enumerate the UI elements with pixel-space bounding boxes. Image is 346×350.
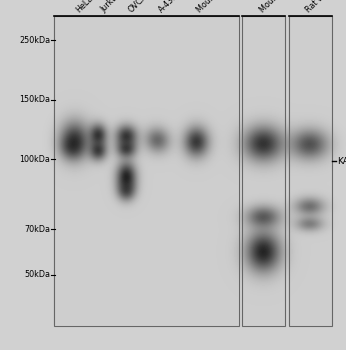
Text: Rat testis: Rat testis	[304, 0, 338, 14]
Bar	[289, 16, 332, 326]
Bar	[242, 16, 285, 326]
Text: HeLa: HeLa	[74, 0, 95, 14]
Text: KAP1/TRIM28: KAP1/TRIM28	[337, 156, 346, 166]
Text: 100kDa: 100kDa	[19, 155, 50, 164]
Text: A-431: A-431	[157, 0, 180, 14]
Text: 70kDa: 70kDa	[24, 225, 50, 234]
Bar	[54, 16, 239, 326]
Text: 250kDa: 250kDa	[19, 36, 50, 45]
Text: Mouse brain: Mouse brain	[195, 0, 237, 14]
Text: 150kDa: 150kDa	[19, 95, 50, 104]
Text: 50kDa: 50kDa	[24, 270, 50, 279]
Text: Jurkat: Jurkat	[99, 0, 121, 14]
Text: OVCAR3: OVCAR3	[126, 0, 156, 14]
Text: Mouse testis: Mouse testis	[258, 0, 300, 14]
